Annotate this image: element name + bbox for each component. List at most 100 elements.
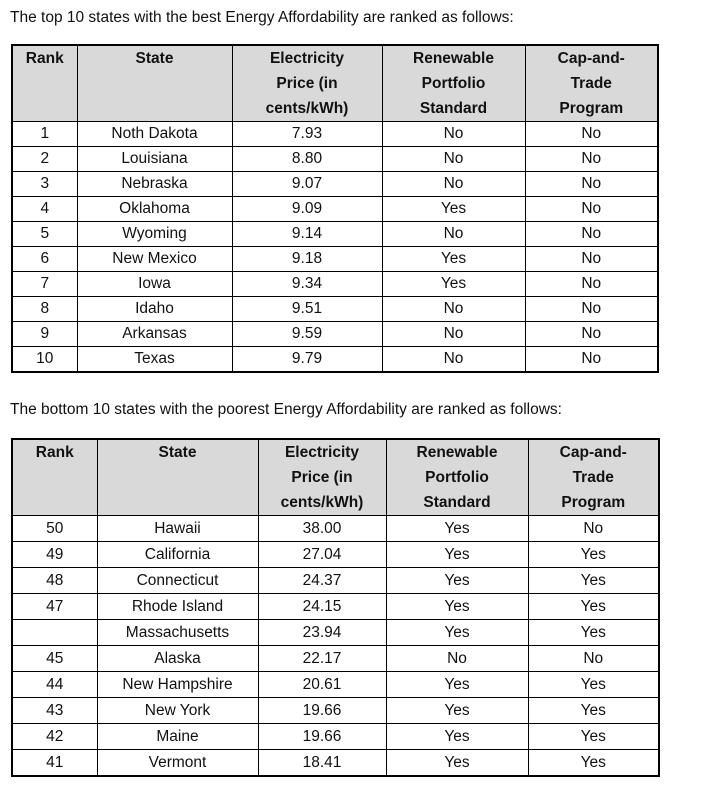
state-cell: Iowa (76, 271, 233, 297)
table-row: 48 Connecticut 24.37 Yes Yes (11, 567, 660, 594)
rank-cell: 7 (11, 271, 78, 297)
price-cell: 9.79 (231, 346, 383, 373)
price-cell: 9.18 (231, 246, 383, 272)
state-cell: Noth Dakota (76, 121, 233, 147)
rank-cell: 44 (11, 671, 98, 698)
state-cell: Nebraska (76, 171, 233, 197)
cap-trade-cell: No (524, 221, 659, 247)
intro-text-top: The top 10 states with the best Energy A… (10, 9, 514, 26)
state-cell: Idaho (76, 296, 233, 322)
rank-cell: 3 (11, 171, 78, 197)
rps-cell: Yes (385, 619, 529, 646)
rank-cell: 1 (11, 121, 78, 147)
table-row: 9 Arkansas 9.59 No No (11, 321, 659, 347)
column-header-electricity-price-label: Electricity Price (in cents/kWh) (280, 444, 364, 511)
state-cell: Connecticut (96, 567, 259, 594)
cap-trade-cell: No (524, 171, 659, 197)
state-cell: Maine (96, 723, 259, 750)
cap-trade-cell: No (524, 121, 659, 147)
table-row: 50 Hawaii 38.00 Yes No (11, 515, 660, 542)
rank-cell: 5 (11, 221, 78, 247)
rps-cell: Yes (385, 593, 529, 620)
table-row: 10 Texas 9.79 No No (11, 346, 659, 373)
rank-cell: 48 (11, 567, 98, 594)
column-header-rps: Renewable Portfolio Standard (381, 44, 526, 122)
table-row: 8 Idaho 9.51 No No (11, 296, 659, 322)
price-cell: 9.09 (231, 196, 383, 222)
price-cell: 9.34 (231, 271, 383, 297)
rps-cell: No (381, 221, 526, 247)
state-cell: Wyoming (76, 221, 233, 247)
state-cell: New Hampshire (96, 671, 259, 698)
rank-cell: 50 (11, 515, 98, 542)
table-row: 44 New Hampshire 20.61 Yes Yes (11, 671, 660, 698)
rps-cell: Yes (385, 541, 529, 568)
table-row: 3 Nebraska 9.07 No No (11, 171, 659, 197)
cap-trade-cell: Yes (527, 671, 660, 698)
table-row: 7 Iowa 9.34 Yes No (11, 271, 659, 297)
cap-trade-cell: No (524, 346, 659, 373)
rps-cell: No (385, 645, 529, 672)
cap-trade-cell: Yes (527, 723, 660, 750)
price-cell: 27.04 (257, 541, 387, 568)
cap-trade-cell: Yes (527, 697, 660, 724)
rps-cell: Yes (381, 246, 526, 272)
table-row: 4 Oklahoma 9.09 Yes No (11, 196, 659, 222)
rank-cell: 47 (11, 593, 98, 620)
cap-trade-cell: No (524, 321, 659, 347)
column-header-rps: Renewable Portfolio Standard (385, 438, 529, 516)
rank-cell: 4 (11, 196, 78, 222)
rps-cell: Yes (385, 697, 529, 724)
column-header-cap-and-trade: Cap-and-Trade Program (524, 44, 659, 122)
column-header-cap-and-trade-label: Cap-and-Trade Program (559, 444, 627, 511)
cap-trade-cell: Yes (527, 593, 660, 620)
rps-cell: No (381, 346, 526, 373)
price-cell: 9.59 (231, 321, 383, 347)
rps-cell: No (381, 146, 526, 172)
table-row: 45 Alaska 22.17 No No (11, 645, 660, 672)
top-states-table: Rank State Electricity Price (in cents/k… (11, 44, 659, 373)
rps-cell: No (381, 121, 526, 147)
rank-cell: 8 (11, 296, 78, 322)
rps-cell: Yes (385, 515, 529, 542)
price-cell: 18.41 (257, 749, 387, 777)
table-row: 42 Maine 19.66 Yes Yes (11, 723, 660, 750)
state-cell: Oklahoma (76, 196, 233, 222)
header-row: Rank State Electricity Price (in cents/k… (11, 438, 660, 516)
rps-cell: Yes (385, 671, 529, 698)
price-cell: 38.00 (257, 515, 387, 542)
column-header-rps-label: Renewable Portfolio Standard (416, 444, 498, 511)
column-header-electricity-price: Electricity Price (in cents/kWh) (231, 44, 383, 122)
column-header-state-label: State (135, 50, 174, 67)
rank-cell: 2 (11, 146, 78, 172)
rps-cell: Yes (385, 567, 529, 594)
state-cell: Massachusetts (96, 619, 259, 646)
table-row: 6 New Mexico 9.18 Yes No (11, 246, 659, 272)
rank-cell: 49 (11, 541, 98, 568)
rps-cell: No (381, 296, 526, 322)
rps-cell: No (381, 321, 526, 347)
rank-cell: 10 (11, 346, 78, 373)
rps-cell: Yes (385, 723, 529, 750)
cap-trade-cell: No (524, 246, 659, 272)
rps-cell: No (381, 171, 526, 197)
column-header-state: State (76, 44, 233, 122)
state-cell: Texas (76, 346, 233, 373)
cap-trade-cell: No (524, 271, 659, 297)
column-header-rank: Rank (11, 44, 78, 122)
table-row: Massachusetts 23.94 Yes Yes (11, 619, 660, 646)
table-row: 41 Vermont 18.41 Yes Yes (11, 749, 660, 777)
column-header-rps-label: Renewable Portfolio Standard (413, 50, 494, 117)
state-cell: Louisiana (76, 146, 233, 172)
rps-cell: Yes (385, 749, 529, 777)
state-cell: California (96, 541, 259, 568)
rank-cell: 41 (11, 749, 98, 777)
cap-trade-cell: No (527, 515, 660, 542)
price-cell: 24.15 (257, 593, 387, 620)
intro-text-bottom: The bottom 10 states with the poorest En… (10, 401, 562, 418)
rank-cell: 9 (11, 321, 78, 347)
column-header-rank: Rank (11, 438, 98, 516)
table-row: 49 California 27.04 Yes Yes (11, 541, 660, 568)
price-cell: 9.14 (231, 221, 383, 247)
column-header-cap-and-trade: Cap-and-Trade Program (527, 438, 660, 516)
